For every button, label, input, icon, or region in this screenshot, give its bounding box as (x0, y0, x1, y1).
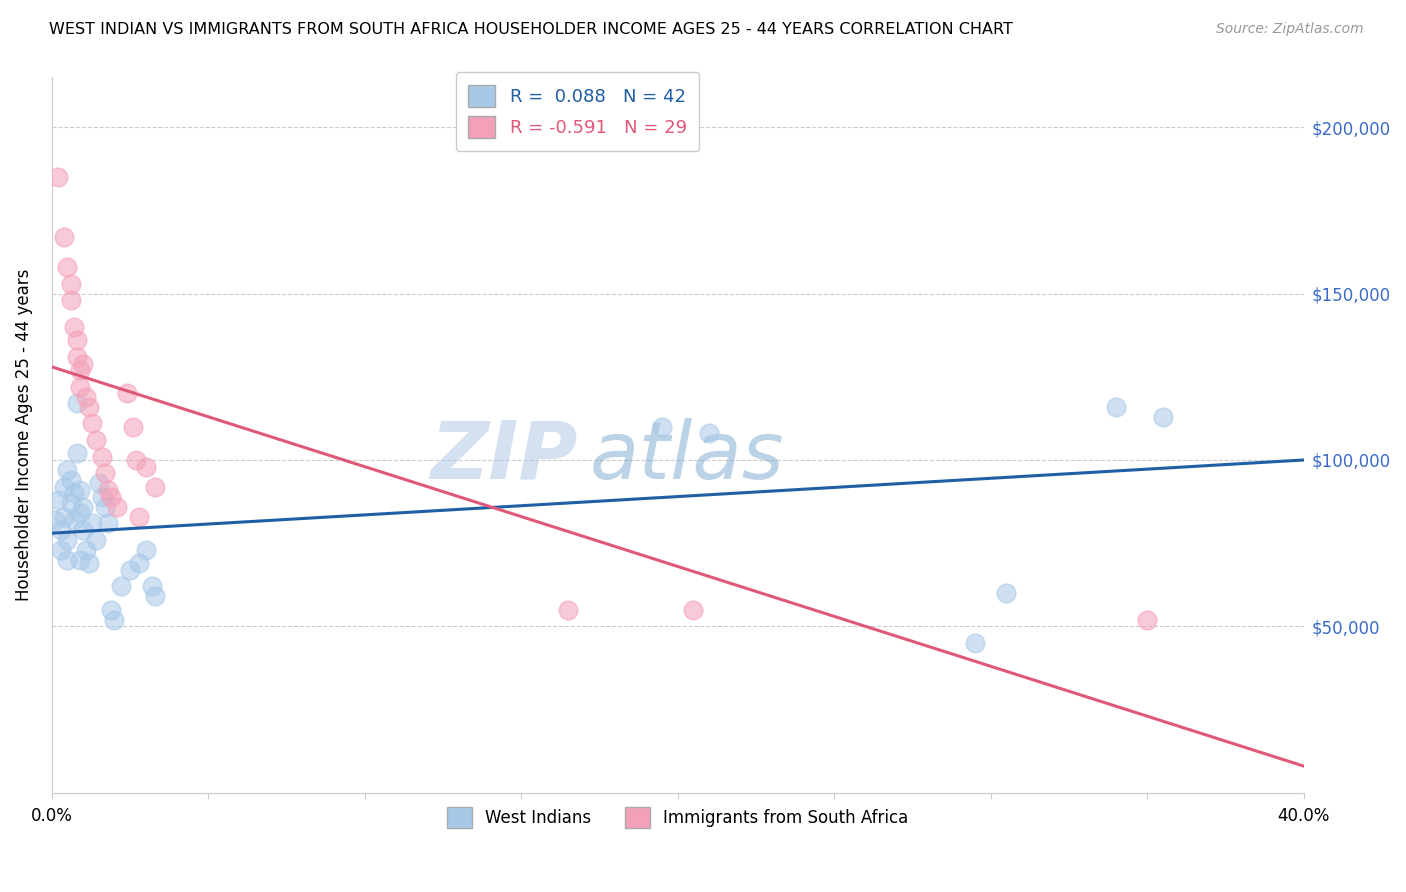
Point (66, 350, 89, 364)
Point (72, 357, 94, 371)
Point (697, 426, 720, 441)
Point (87, 476, 110, 491)
Point (963, 636, 986, 650)
Point (110, 579, 132, 593)
Point (128, 556, 150, 570)
Point (53, 480, 76, 494)
Point (46, 492, 69, 507)
Point (59, 496, 82, 510)
Point (53, 230, 76, 244)
Point (59, 293, 82, 308)
Point (56, 553, 79, 567)
Point (1152, 409, 1174, 424)
Point (75, 390, 97, 404)
Point (82, 417, 104, 431)
Point (90, 450, 112, 464)
Point (62, 513, 84, 527)
Point (56, 260, 79, 274)
Point (128, 509, 150, 524)
Point (125, 453, 148, 467)
Point (135, 459, 157, 474)
Point (97, 483, 120, 497)
Point (100, 603, 122, 617)
Point (66, 396, 89, 410)
Point (53, 509, 76, 524)
Point (100, 490, 122, 504)
Point (84, 433, 107, 447)
Point (143, 480, 166, 494)
Point (682, 603, 704, 617)
Point (46, 170, 69, 185)
Point (62, 320, 84, 334)
Point (69, 553, 91, 567)
Point (56, 533, 79, 547)
Point (84, 533, 107, 547)
Text: ZIP: ZIP (430, 417, 578, 495)
Point (94, 467, 117, 481)
Point (72, 523, 94, 537)
Point (557, 603, 579, 617)
Point (66, 333, 89, 347)
Point (115, 386, 138, 401)
Point (122, 419, 145, 434)
Point (69, 380, 91, 394)
Point (79, 400, 101, 414)
Point (66, 446, 89, 460)
Point (995, 586, 1018, 600)
Point (103, 613, 125, 627)
Point (94, 500, 117, 514)
Point (49, 542, 72, 557)
Point (135, 542, 157, 557)
Text: WEST INDIAN VS IMMIGRANTS FROM SOUTH AFRICA HOUSEHOLDER INCOME AGES 25 - 44 YEAR: WEST INDIAN VS IMMIGRANTS FROM SOUTH AFR… (49, 22, 1014, 37)
Point (143, 590, 166, 604)
Point (49, 523, 72, 537)
Point (69, 506, 91, 520)
Point (118, 563, 141, 577)
Point (69, 363, 91, 377)
Y-axis label: Householder Income Ages 25 - 44 years: Householder Income Ages 25 - 44 years (15, 268, 32, 601)
Point (107, 500, 129, 514)
Point (1136, 613, 1159, 627)
Point (90, 490, 112, 504)
Text: atlas: atlas (591, 417, 785, 495)
Point (75, 542, 97, 557)
Point (69, 483, 91, 497)
Point (44, 513, 66, 527)
Point (141, 579, 163, 593)
Point (59, 473, 82, 487)
Text: Source: ZipAtlas.com: Source: ZipAtlas.com (1216, 22, 1364, 37)
Point (651, 419, 673, 434)
Point (1105, 400, 1128, 414)
Point (97, 516, 120, 531)
Point (72, 500, 94, 514)
Point (82, 516, 104, 531)
Point (62, 486, 84, 500)
Point (59, 277, 82, 291)
Point (56, 463, 79, 477)
Legend: West Indians, Immigrants from South Africa: West Indians, Immigrants from South Afri… (440, 801, 915, 834)
Point (79, 556, 101, 570)
